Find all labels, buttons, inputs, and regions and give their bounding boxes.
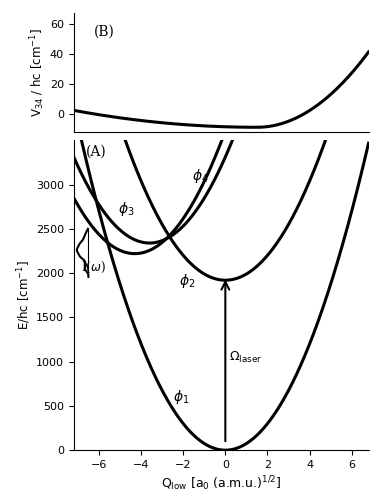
- Y-axis label: V$_{34}$ / hc [cm$^{-1}$]: V$_{34}$ / hc [cm$^{-1}$]: [28, 28, 47, 117]
- Text: $\phi_4$: $\phi_4$: [192, 167, 208, 185]
- X-axis label: Q$_\mathrm{low}$ [a$_0$ (a.m.u.)$^{1/2}$]: Q$_\mathrm{low}$ [a$_0$ (a.m.u.)$^{1/2}$…: [161, 474, 281, 493]
- Text: $\Omega_\mathrm{laser}$: $\Omega_\mathrm{laser}$: [228, 350, 262, 365]
- Text: I($\omega$): I($\omega$): [81, 261, 106, 276]
- Y-axis label: E/hc [cm$^{-1}$]: E/hc [cm$^{-1}$]: [15, 261, 33, 330]
- Text: $\phi_2$: $\phi_2$: [179, 272, 195, 290]
- Text: $\phi_3$: $\phi_3$: [118, 200, 135, 218]
- Text: $\phi_1$: $\phi_1$: [173, 388, 189, 406]
- Text: (A): (A): [85, 145, 106, 159]
- Text: (B): (B): [94, 25, 115, 39]
